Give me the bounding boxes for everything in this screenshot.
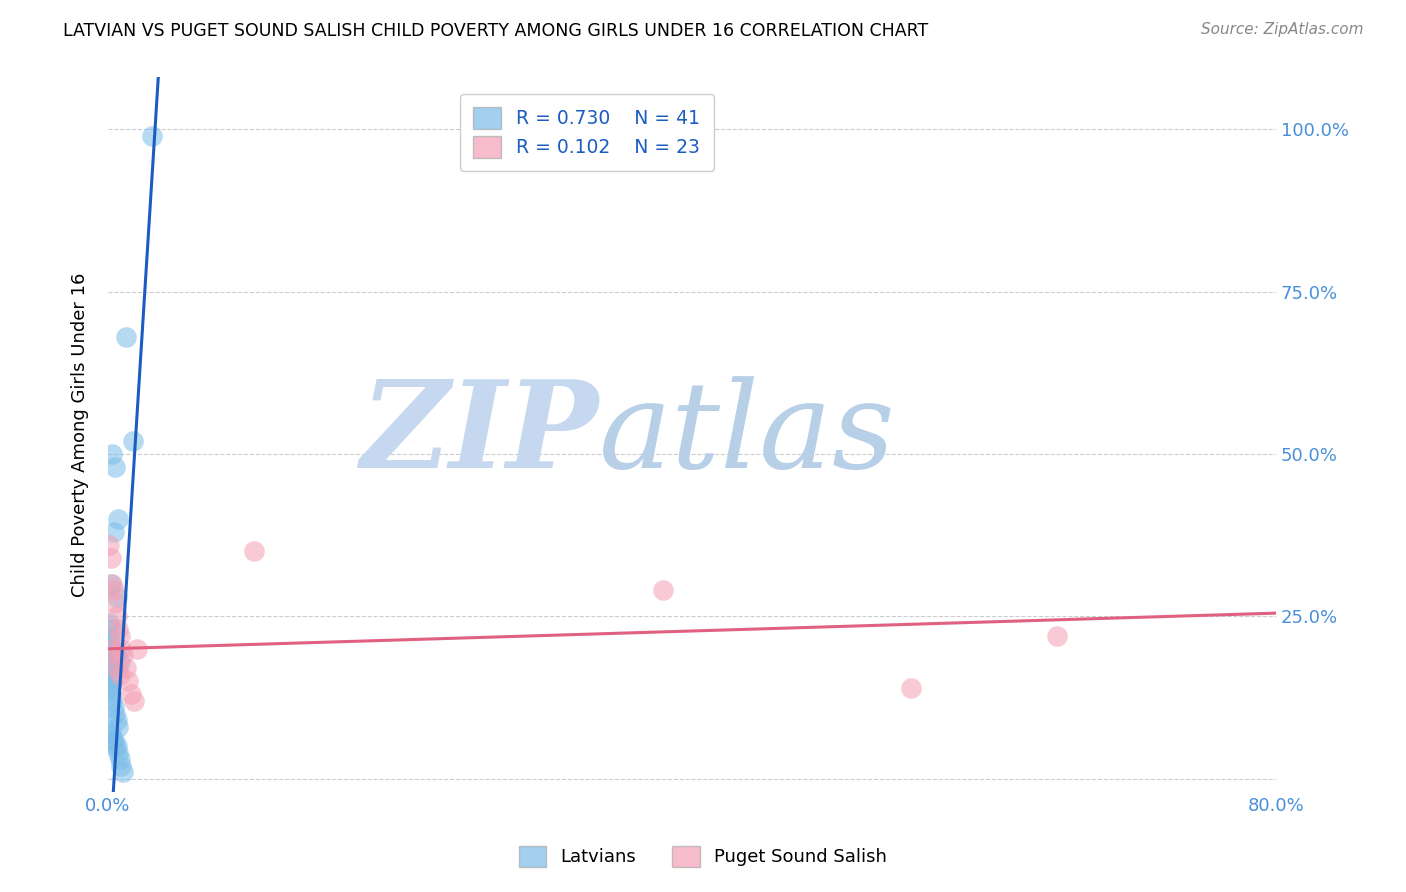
Point	[105, 739, 128, 754]
Legend: Latvians, Puget Sound Salish: Latvians, Puget Sound Salish	[512, 838, 894, 874]
Point	[105, 648, 128, 663]
Point	[101, 577, 124, 591]
Point	[100, 726, 122, 740]
Point	[98, 615, 121, 630]
Point	[108, 752, 131, 766]
Point	[100, 641, 122, 656]
Point	[98, 635, 121, 649]
Point	[121, 434, 143, 448]
Legend: R = 0.730    N = 41, R = 0.102    N = 23: R = 0.730 N = 41, R = 0.102 N = 23	[460, 94, 713, 171]
Point	[900, 681, 922, 695]
Point	[243, 544, 266, 558]
Point	[98, 661, 121, 675]
Y-axis label: Child Poverty Among Girls Under 16: Child Poverty Among Girls Under 16	[72, 272, 89, 597]
Point	[100, 687, 122, 701]
Point	[101, 694, 124, 708]
Point	[107, 512, 129, 526]
Point	[651, 583, 673, 598]
Point	[104, 596, 127, 610]
Point	[105, 590, 128, 604]
Text: atlas: atlas	[599, 376, 896, 493]
Point	[110, 758, 132, 772]
Point	[103, 700, 125, 714]
Point	[105, 713, 128, 727]
Point	[127, 641, 149, 656]
Point	[103, 648, 125, 663]
Point	[101, 732, 124, 747]
Point	[103, 732, 125, 747]
Point	[110, 641, 132, 656]
Point	[101, 447, 124, 461]
Point	[111, 648, 134, 663]
Point	[107, 720, 129, 734]
Point	[101, 674, 124, 689]
Point	[108, 668, 131, 682]
Point	[100, 550, 122, 565]
Point	[107, 746, 129, 760]
Point	[98, 681, 121, 695]
Point	[101, 623, 124, 637]
Point	[101, 641, 124, 656]
Point	[98, 655, 121, 669]
Point	[104, 706, 127, 721]
Point	[103, 583, 125, 598]
Point	[120, 687, 142, 701]
Point	[103, 524, 125, 539]
Point	[122, 694, 145, 708]
Point	[107, 623, 129, 637]
Point	[114, 330, 136, 344]
Point	[98, 726, 121, 740]
Text: Source: ZipAtlas.com: Source: ZipAtlas.com	[1201, 22, 1364, 37]
Point	[100, 577, 122, 591]
Point	[104, 739, 127, 754]
Point	[105, 661, 128, 675]
Point	[100, 668, 122, 682]
Point	[100, 661, 122, 675]
Point	[141, 128, 163, 143]
Text: LATVIAN VS PUGET SOUND SALISH CHILD POVERTY AMONG GIRLS UNDER 16 CORRELATION CHA: LATVIAN VS PUGET SOUND SALISH CHILD POVE…	[63, 22, 928, 40]
Point	[98, 538, 121, 552]
Point	[98, 629, 121, 643]
Point	[100, 641, 122, 656]
Point	[105, 609, 128, 624]
Point	[114, 661, 136, 675]
Point	[111, 765, 134, 780]
Point	[1046, 629, 1069, 643]
Point	[104, 460, 127, 475]
Point	[108, 629, 131, 643]
Point	[117, 674, 139, 689]
Point	[98, 681, 121, 695]
Text: ZIP: ZIP	[360, 376, 599, 494]
Point	[103, 648, 125, 663]
Point	[108, 655, 131, 669]
